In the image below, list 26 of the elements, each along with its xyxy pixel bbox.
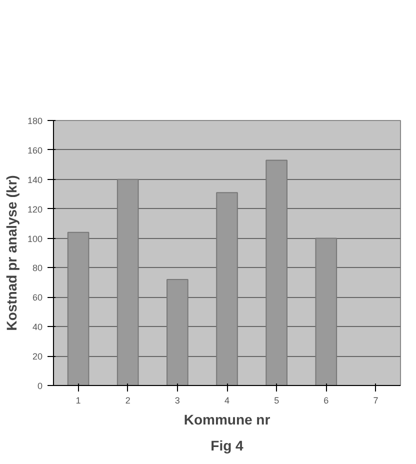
y-tick-label: 120 [27,204,43,214]
x-tick-label: 7 [373,396,378,406]
bar [216,192,238,386]
x-tick-label: 4 [224,396,230,406]
y-axis-title: Kostnad pr analyse (kr) [3,175,20,331]
x-tick-label: 1 [76,396,81,406]
y-tick-label: 160 [27,145,43,156]
x-tick-label: 6 [324,396,329,406]
bar [266,160,288,386]
y-tick-label: 60 [32,292,43,303]
x-tick-label: 5 [274,396,280,406]
y-tick-label: 100 [27,234,43,244]
x-tick-label: 2 [125,396,130,406]
y-tick-label: 140 [27,174,43,185]
y-tick-label: 40 [32,322,43,332]
bar [315,238,338,386]
x-axis-title: Kommune nr [184,412,271,428]
bar [116,178,139,386]
y-tick-label: 180 [27,116,43,126]
text: Fig 4 [210,438,244,454]
y-tick-label: 20 [32,352,43,362]
x-tick-label: 3 [174,396,180,406]
y-tick-label: 80 [32,263,43,274]
y-tick-label: 0 [37,381,43,391]
bar [166,279,188,386]
bar [67,232,90,386]
